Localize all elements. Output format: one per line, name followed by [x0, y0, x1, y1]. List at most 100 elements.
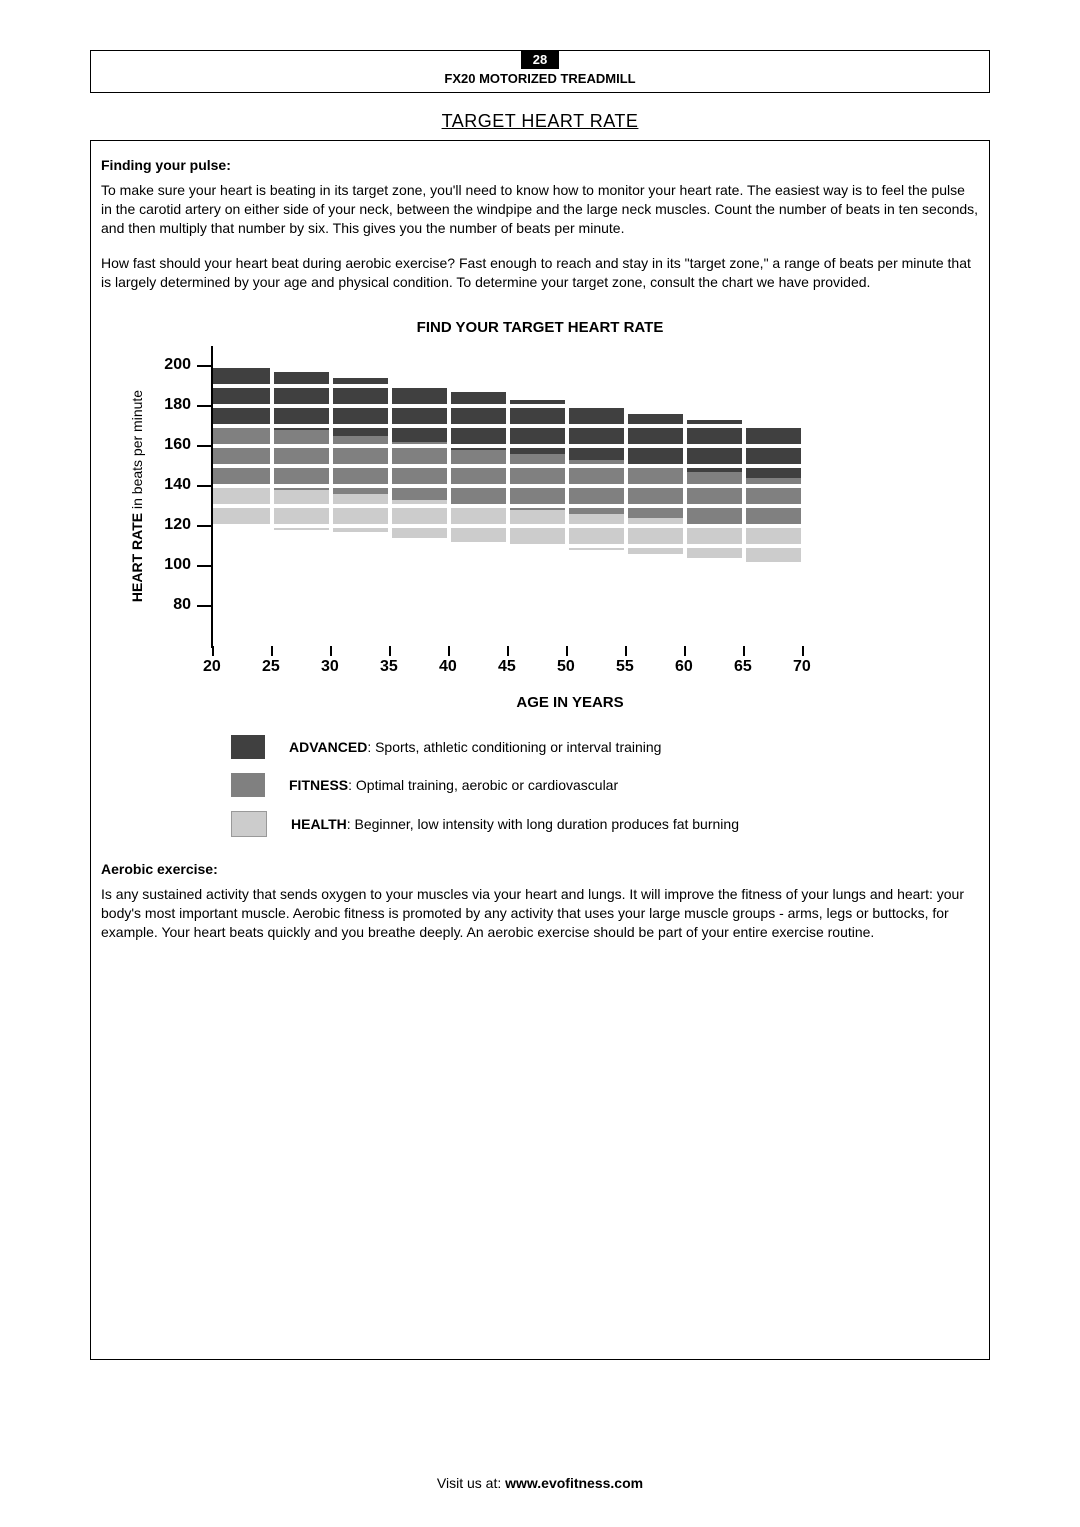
y-tick-label: 160: [164, 436, 191, 454]
band-fitness: [626, 466, 685, 518]
band-advanced: [390, 386, 449, 442]
x-tick-mark: [743, 646, 745, 656]
header-box: 28 FX20 MOTORIZED TREADMILL: [90, 50, 990, 93]
plot-area: 2025303540455055606570: [211, 346, 803, 648]
legend-fitness-text: FITNESS: Optimal training, aerobic or ca…: [289, 777, 618, 793]
band-fitness: [449, 450, 508, 504]
x-tick-label: 45: [498, 658, 516, 676]
v-gridline: [742, 346, 746, 646]
x-tick-label: 35: [380, 658, 398, 676]
y-tick-label: 120: [164, 516, 191, 534]
legend-advanced-desc: : Sports, athletic conditioning or inter…: [367, 739, 661, 755]
x-tick-mark: [271, 646, 273, 656]
legend-health: HEALTH: Beginner, low intensity with lon…: [231, 811, 979, 837]
y-axis-label-rest: in beats per minute: [129, 390, 145, 513]
y-tick-label: 180: [164, 396, 191, 414]
legend-health-text: HEALTH: Beginner, low intensity with lon…: [291, 816, 739, 832]
x-tick-mark: [507, 646, 509, 656]
y-axis-ticks: 200 180 160 140 120 100 80: [161, 346, 211, 646]
band-health: [508, 510, 567, 546]
x-tick-label: 65: [734, 658, 752, 676]
x-tick-label: 20: [203, 658, 221, 676]
x-tick-label: 25: [262, 658, 280, 676]
page-number-badge: 28: [521, 50, 559, 69]
page: 28 FX20 MOTORIZED TREADMILL TARGET HEART…: [0, 0, 1080, 1527]
legend-fitness-desc: : Optimal training, aerobic or cardiovas…: [348, 777, 618, 793]
x-tick-mark: [448, 646, 450, 656]
band-fitness: [685, 472, 744, 524]
x-tick-mark: [389, 646, 391, 656]
aerobic-heading-text: Aerobic exercise: [101, 861, 213, 877]
x-tick-label: 60: [675, 658, 693, 676]
legend: ADVANCED: Sports, athletic conditioning …: [231, 735, 979, 837]
x-tick-mark: [330, 646, 332, 656]
y-axis-label-bold: HEART RATE: [129, 513, 145, 602]
chart: HEART RATE in beats per minute 200 180 160…: [121, 346, 979, 711]
x-tick-mark: [625, 646, 627, 656]
band-health: [449, 504, 508, 542]
legend-advanced-text: ADVANCED: Sports, athletic conditioning …: [289, 739, 661, 755]
y-tick-mark: [197, 445, 211, 447]
band-advanced: [449, 392, 508, 450]
y-tick-label: 80: [173, 596, 191, 614]
y-tick-mark: [197, 525, 211, 527]
legend-health-desc: : Beginner, low intensity with long dura…: [347, 816, 739, 832]
legend-fitness: FITNESS: Optimal training, aerobic or ca…: [231, 773, 979, 797]
band-advanced: [744, 426, 803, 478]
y-tick-mark: [197, 365, 211, 367]
x-tick-label: 50: [557, 658, 575, 676]
y-tick-mark: [197, 565, 211, 567]
v-gridline: [506, 346, 510, 646]
band-advanced: [272, 372, 331, 430]
y-tick-label: 140: [164, 476, 191, 494]
y-tick-label: 100: [164, 556, 191, 574]
band-health: [685, 524, 744, 558]
band-advanced: [567, 406, 626, 460]
band-advanced: [626, 414, 685, 466]
v-gridline: [624, 346, 628, 646]
v-gridline: [270, 346, 274, 646]
swatch-advanced: [231, 735, 265, 759]
legend-advanced: ADVANCED: Sports, athletic conditioning …: [231, 735, 979, 759]
aerobic-paragraph: Is any sustained activity that sends oxy…: [101, 885, 979, 942]
y-tick-mark: [197, 605, 211, 607]
legend-health-label: HEALTH: [291, 816, 347, 832]
band-fitness: [213, 426, 272, 486]
v-gridline: [565, 346, 569, 646]
y-tick-label: 200: [164, 356, 191, 374]
band-fitness: [272, 430, 331, 490]
x-tick-mark: [684, 646, 686, 656]
legend-advanced-label: ADVANCED: [289, 739, 367, 755]
v-gridline: [388, 346, 392, 646]
y-tick-mark: [197, 405, 211, 407]
swatch-health: [231, 811, 267, 837]
aerobic-heading: Aerobic exercise:: [101, 861, 979, 877]
footer-prefix: Visit us at:: [437, 1475, 505, 1491]
pulse-paragraph-1: To make sure your heart is beating in it…: [101, 181, 979, 238]
pulse-heading: Finding your pulse:: [101, 157, 979, 173]
product-name: FX20 MOTORIZED TREADMILL: [91, 71, 989, 86]
swatch-fitness: [231, 773, 265, 797]
pulse-heading-text: Finding your pulse: [101, 157, 226, 173]
band-fitness: [390, 442, 449, 500]
v-gridline: [801, 346, 805, 646]
footer-url: www.evofitness.com: [505, 1475, 643, 1491]
x-tick-label: 40: [439, 658, 457, 676]
y-axis-label: HEART RATE in beats per minute: [129, 366, 145, 626]
x-tick-label: 55: [616, 658, 634, 676]
x-axis-label: AGE IN YEARS: [161, 694, 979, 711]
band-advanced: [213, 366, 272, 426]
band-fitness: [508, 454, 567, 510]
legend-fitness-label: FITNESS: [289, 777, 348, 793]
x-tick-label: 70: [793, 658, 811, 676]
v-gridline: [329, 346, 333, 646]
pulse-paragraph-2: How fast should your heart beat during a…: [101, 254, 979, 292]
section-title: TARGET HEART RATE: [90, 111, 990, 132]
v-gridline: [447, 346, 451, 646]
x-tick-mark: [566, 646, 568, 656]
y-tick-mark: [197, 485, 211, 487]
v-gridline: [683, 346, 687, 646]
content-box: Finding your pulse: To make sure your he…: [90, 140, 990, 1360]
x-tick-mark: [802, 646, 804, 656]
x-tick-mark: [212, 646, 214, 656]
